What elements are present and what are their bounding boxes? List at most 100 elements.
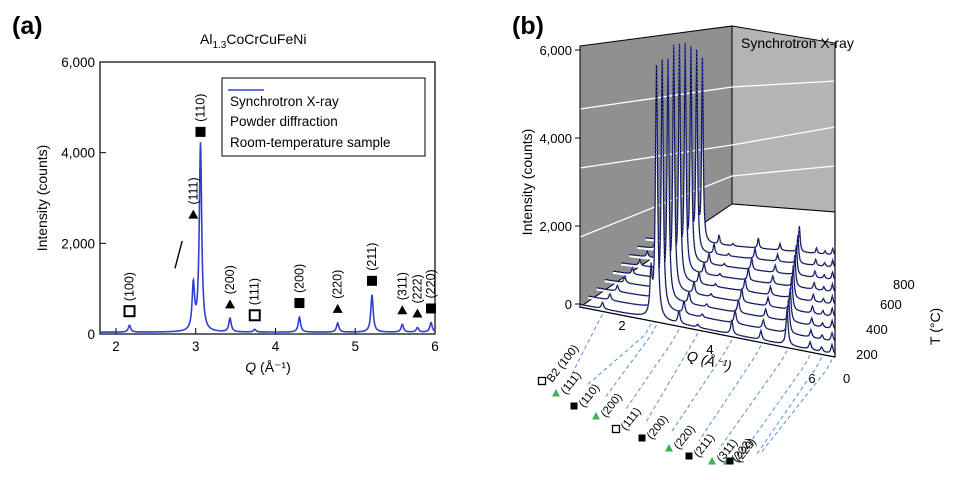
panel-b: (b) Synchrotron X-ray 6,000 4,000 (512, 12, 943, 465)
panel-b-t-tick-label: 600 (880, 297, 902, 312)
filled-square-marker (570, 402, 578, 410)
panel-a-peak-label: (100) (123, 272, 137, 301)
panel-a-peak-label: (220) (331, 270, 345, 299)
panel-b-y-tick-label: 2,000 (539, 219, 572, 234)
panel-b-trace-points (604, 44, 836, 317)
panel-a-legend-item: Room-temperature sample (230, 135, 391, 150)
open-square-marker (537, 376, 547, 386)
triangle-marker (592, 412, 600, 420)
triangle-marker (397, 305, 408, 315)
open-square-marker (248, 309, 261, 322)
panel-b-peak-label: (200) (645, 413, 671, 442)
panel-b-trace-points (612, 43, 836, 305)
panel-b-t-axis-label: T (°C) (927, 308, 943, 345)
panel-a-plot-frame (99, 61, 436, 335)
panel-b-q-tick-label: 4 (706, 342, 713, 357)
panel-b-trace-points (620, 42, 836, 292)
panel-b-peak-label: (220) (672, 423, 698, 452)
filled-square-marker (726, 457, 734, 465)
triangle-marker (332, 303, 343, 313)
triangle-marker (665, 444, 673, 452)
panel-a-peak-label: (111) (186, 177, 200, 204)
panel-b-label: (b) (512, 12, 544, 40)
panel-a-peak-label: (222) (410, 274, 424, 303)
open-square-marker (611, 424, 621, 434)
panel-a-peak-label: (111) (248, 278, 262, 305)
panel-a-peak-annotation: (220) (424, 269, 438, 314)
panel-a-legend-item: Synchrotron X-ray (230, 94, 339, 109)
panel-b-peak-label-group: (222) (723, 357, 823, 465)
triangle-marker (225, 299, 236, 309)
panel-b-q-ticks: 2 4 6 (618, 318, 815, 386)
panel-a-label: (a) (12, 12, 43, 40)
panel-b-t-tick-label: 800 (893, 277, 915, 292)
panel-a-peak-label: (110) (194, 94, 208, 122)
panel-b-t-tick-label: 0 (843, 371, 850, 386)
panel-b-leader-line (603, 324, 657, 400)
triangle-marker (552, 389, 560, 397)
panel-a-peak-annotation: (110) (194, 94, 208, 137)
panel-b-y-tick-label: 4,000 (539, 131, 572, 146)
panel-a-y-axis-label: Intensity (counts) (34, 145, 50, 252)
panel-a-y-tick-label: 0 (87, 327, 95, 342)
panel-b-y-tick-label: 6,000 (539, 43, 572, 58)
panel-a-x-tick-label: 3 (192, 339, 200, 354)
panel-b-leader-line (698, 345, 762, 442)
panel-b-trace (579, 64, 836, 354)
panel-a-peak-annotation: (111) (248, 278, 262, 322)
panel-b-leader-line (759, 359, 833, 455)
panel-b-y-axis-label: Intensity (counts) (519, 129, 535, 236)
panel-a-x-tick-label: 6 (431, 339, 439, 354)
panel-b-leader-line (741, 354, 811, 455)
panel-b-back-wall (731, 25, 836, 213)
panel-b-t-tick-label: 400 (866, 322, 888, 337)
panel-b-q-tick-label: 6 (808, 371, 815, 386)
panel-b-peak-label: (200) (599, 391, 625, 420)
panel-b-leader-line (645, 332, 699, 423)
filled-square-marker (366, 275, 377, 286)
triangle-marker (708, 457, 716, 465)
panel-a-title: Al1.3CoCrCuFeNi (200, 31, 306, 51)
panel-b-leader-line (585, 323, 652, 387)
panel-b-grid-line (731, 126, 836, 146)
panel-a-peak-label: (200) (292, 264, 306, 293)
panel-a-y-tick-label: 6,000 (61, 55, 95, 70)
panel-b-y-tick-label: 0 (565, 297, 572, 312)
panel-a-x-tick-label: 4 (272, 339, 280, 354)
panel-a-peak-label: (211) (365, 243, 379, 271)
filled-square-marker (685, 452, 693, 460)
panel-b-grid-line (731, 165, 836, 177)
panel-a-peak-annotation: (200) (292, 264, 306, 309)
panel-a-peak-annotation: (200) (223, 265, 237, 309)
panel-a-x-tick-label: 2 (112, 339, 120, 354)
panel-b-trace-points (645, 57, 836, 255)
panel-b-trace (596, 58, 836, 329)
panel-a-legend-item: Powder diffraction (230, 114, 338, 129)
panel-b-trace-fill (629, 46, 835, 283)
filled-square-marker (426, 303, 437, 314)
panel-b-q-axis-line (579, 306, 836, 358)
panel-b-traces (579, 42, 836, 357)
panel-b-peak-label: (110) (577, 382, 603, 410)
panel-a-y-tick-label: 2,000 (61, 236, 95, 251)
panel-a-peak-annotation: (111) (186, 177, 200, 219)
panel-a-peak-annotation: (100) (123, 272, 137, 318)
filled-square-marker (638, 434, 646, 442)
panel-b-leader-line (625, 329, 680, 410)
panel-b-y-ticks: 6,000 4,000 2,000 0 (539, 43, 580, 312)
panel-a-peak-label: (220) (424, 269, 438, 298)
panel-b-grid-line (731, 80, 836, 88)
panel-b-peak-label: (111) (619, 406, 644, 433)
panel-b-t-tick-label: 200 (856, 347, 878, 362)
panel-b-leader-line (571, 314, 603, 375)
triangle-marker (412, 308, 423, 318)
panel-b-peak-label-group: (111) (611, 332, 699, 434)
panel-a-spectrum-line (100, 142, 436, 333)
panel-a-x-axis-label: Q (Å⁻¹) (245, 359, 291, 375)
panel-a-peak-annotation: (211) (365, 243, 379, 286)
panel-b-trace-points (588, 59, 836, 342)
panel-b-t-ticks: 0 200 400 600 800 (843, 277, 915, 386)
filled-square-marker (195, 126, 206, 137)
